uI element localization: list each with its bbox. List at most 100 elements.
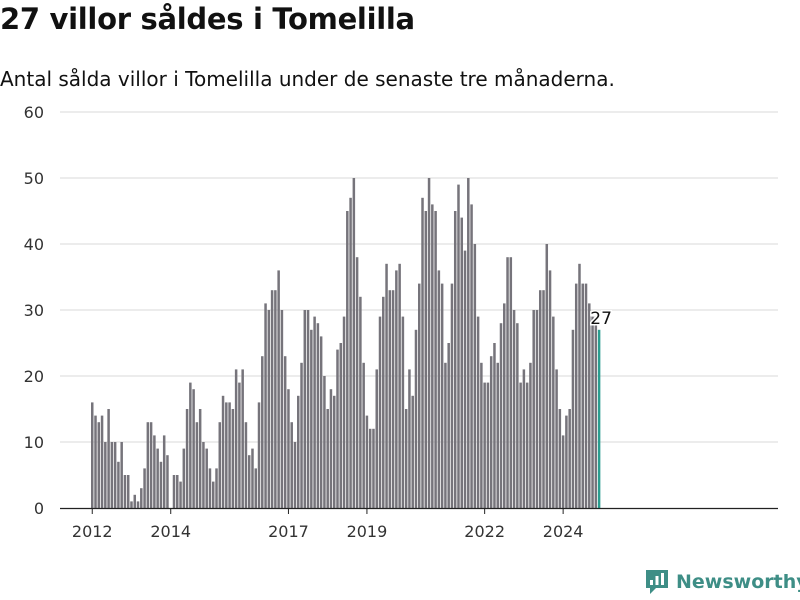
x-tick-label: 2017 — [268, 522, 309, 541]
bar — [313, 316, 316, 508]
bar — [427, 178, 431, 508]
bar — [319, 336, 323, 508]
bar — [189, 382, 192, 508]
bar — [244, 422, 248, 508]
bar — [293, 442, 297, 508]
bar — [421, 197, 424, 509]
bar — [123, 475, 127, 508]
bar — [382, 296, 385, 508]
bar — [267, 310, 271, 508]
bar — [483, 382, 486, 508]
bar — [496, 362, 499, 508]
bar — [316, 323, 320, 508]
bar — [476, 316, 480, 508]
bar — [388, 290, 392, 508]
bar — [538, 290, 542, 508]
bar — [306, 310, 310, 508]
bar — [362, 362, 365, 508]
x-axis-ticks: 2012 2014 2017 2019 2022 2024 — [72, 508, 584, 541]
bar — [489, 356, 493, 508]
bar — [339, 343, 343, 508]
y-tick-label: 60 — [24, 103, 44, 122]
bar — [418, 283, 421, 508]
bar — [94, 415, 97, 508]
bar — [270, 290, 274, 508]
bar — [467, 178, 470, 508]
bar — [185, 409, 189, 508]
x-tick-label: 2022 — [464, 522, 505, 541]
bar — [225, 402, 228, 508]
bar — [444, 362, 447, 508]
bar — [336, 349, 339, 508]
bar — [470, 204, 473, 508]
bar — [431, 204, 434, 508]
bar — [411, 395, 414, 508]
bar — [532, 310, 535, 508]
y-tick-label: 50 — [24, 169, 44, 188]
bar — [545, 244, 549, 508]
bar — [274, 290, 277, 508]
bar — [172, 475, 176, 508]
y-tick-label: 30 — [24, 301, 44, 320]
bar — [568, 409, 571, 508]
bar — [234, 369, 238, 508]
bar — [552, 316, 555, 508]
bar — [424, 211, 428, 508]
bar — [401, 316, 405, 508]
brand-logo: Newsworthy — [644, 568, 800, 596]
bar — [437, 270, 441, 508]
bar — [208, 468, 212, 508]
bar — [408, 369, 411, 508]
bar — [463, 250, 467, 508]
bar — [486, 382, 490, 508]
bar — [310, 329, 313, 508]
bar — [493, 343, 496, 508]
bar — [395, 270, 398, 508]
bar — [91, 402, 94, 508]
chart-subtitle: Antal sålda villor i Tomelilla under de … — [0, 67, 615, 91]
bar — [565, 415, 568, 508]
bar — [323, 376, 326, 508]
bar — [591, 316, 594, 508]
bar — [414, 329, 418, 508]
annotations: 27 — [589, 307, 614, 330]
x-tick-label: 2019 — [347, 522, 388, 541]
bar — [198, 409, 202, 508]
chart-title: 27 villor såldes i Tomelilla — [0, 2, 415, 36]
bar — [205, 448, 208, 508]
bar — [434, 211, 437, 508]
bars — [91, 178, 601, 509]
bar — [130, 501, 133, 508]
bar — [100, 415, 104, 508]
bar — [156, 448, 159, 508]
bar — [368, 428, 372, 508]
bar — [218, 422, 222, 508]
bar — [535, 310, 539, 508]
bar — [110, 442, 114, 508]
bar — [254, 468, 257, 508]
bar — [146, 422, 150, 508]
bar — [457, 184, 460, 508]
bar — [342, 316, 346, 508]
bar — [398, 263, 401, 508]
bar — [499, 323, 503, 508]
x-tick-label: 2014 — [150, 522, 191, 541]
bar — [117, 461, 120, 508]
bar — [512, 310, 516, 508]
bar — [280, 310, 284, 508]
bar — [349, 197, 352, 509]
bar — [529, 362, 532, 508]
bar — [221, 395, 225, 508]
bar — [228, 402, 231, 508]
brand-name: Newsworthy — [676, 571, 800, 593]
bar — [202, 442, 205, 508]
bar — [440, 283, 444, 508]
bar — [352, 178, 356, 508]
bar — [584, 283, 588, 508]
y-tick-label: 40 — [24, 235, 44, 254]
bar — [594, 316, 598, 508]
x-tick-label: 2024 — [543, 522, 584, 541]
bar — [326, 409, 329, 508]
bar — [104, 442, 107, 508]
bar — [136, 501, 140, 508]
